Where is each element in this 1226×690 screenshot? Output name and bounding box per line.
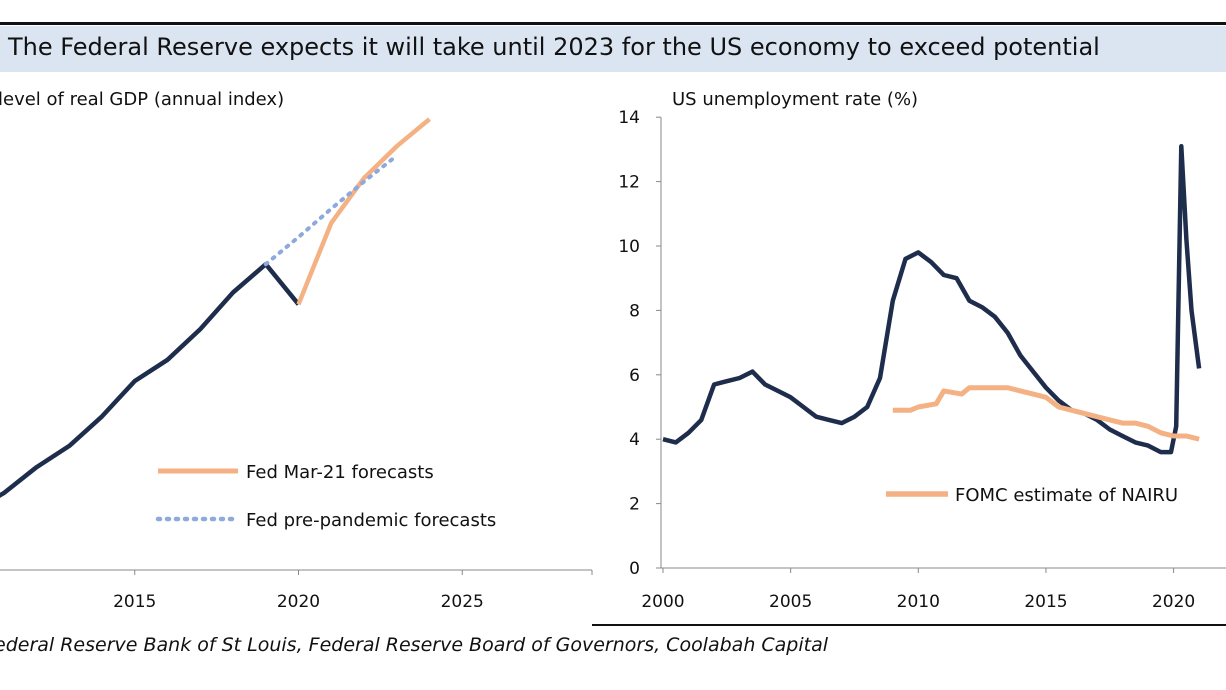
ur-y-tick-label: 4 bbox=[629, 430, 640, 450]
ur-x-tick-label: 2020 bbox=[1152, 592, 1195, 612]
gdp-legend-label: Fed pre-pandemic forecasts bbox=[246, 510, 496, 531]
gdp-x-tick-label: 2025 bbox=[441, 592, 484, 612]
gdp-x-tick-label: 2020 bbox=[277, 592, 320, 612]
ur-y-tick-label: 14 bbox=[618, 108, 640, 128]
gdp-x-tick-label: 2015 bbox=[113, 592, 156, 612]
ur-nairu-line bbox=[892, 385, 1200, 442]
ur-y-tick-label: 2 bbox=[629, 495, 640, 515]
gdp-chart-title: level of real GDP (annual index) bbox=[0, 89, 284, 110]
gdp-pre-pandemic-line bbox=[263, 153, 399, 267]
ur-y-tick-label: 6 bbox=[629, 366, 640, 386]
ur-y-tick-label: 8 bbox=[629, 301, 640, 321]
ur-x-tick-label: 2010 bbox=[897, 592, 940, 612]
ur-x-tick-label: 2005 bbox=[769, 592, 812, 612]
ur-x-tick-label: 2000 bbox=[641, 592, 684, 612]
figure-title: The Federal Reserve expects it will take… bbox=[8, 33, 1100, 61]
top-rule bbox=[0, 22, 1226, 25]
ur-y-tick-label: 10 bbox=[618, 237, 640, 257]
gdp-legend-label: Fed Mar-21 forecasts bbox=[246, 462, 434, 483]
ur-chart-title: US unemployment rate (%) bbox=[672, 89, 918, 110]
title-band bbox=[0, 26, 1226, 72]
ur-y-tick-label: 12 bbox=[618, 173, 640, 193]
gdp-actual-line bbox=[0, 261, 301, 498]
ur-y-tick-label: 0 bbox=[629, 559, 640, 579]
ur-unemployment-line bbox=[662, 143, 1202, 455]
gdp-fed-forecast-line bbox=[296, 117, 431, 306]
ur-x-tick-label: 2015 bbox=[1024, 592, 1067, 612]
bottom-rule bbox=[592, 624, 1226, 626]
source-note: ederal Reserve Bank of St Louis, Federal… bbox=[0, 634, 829, 656]
ur-legend-label: FOMC estimate of NAIRU bbox=[955, 485, 1178, 506]
